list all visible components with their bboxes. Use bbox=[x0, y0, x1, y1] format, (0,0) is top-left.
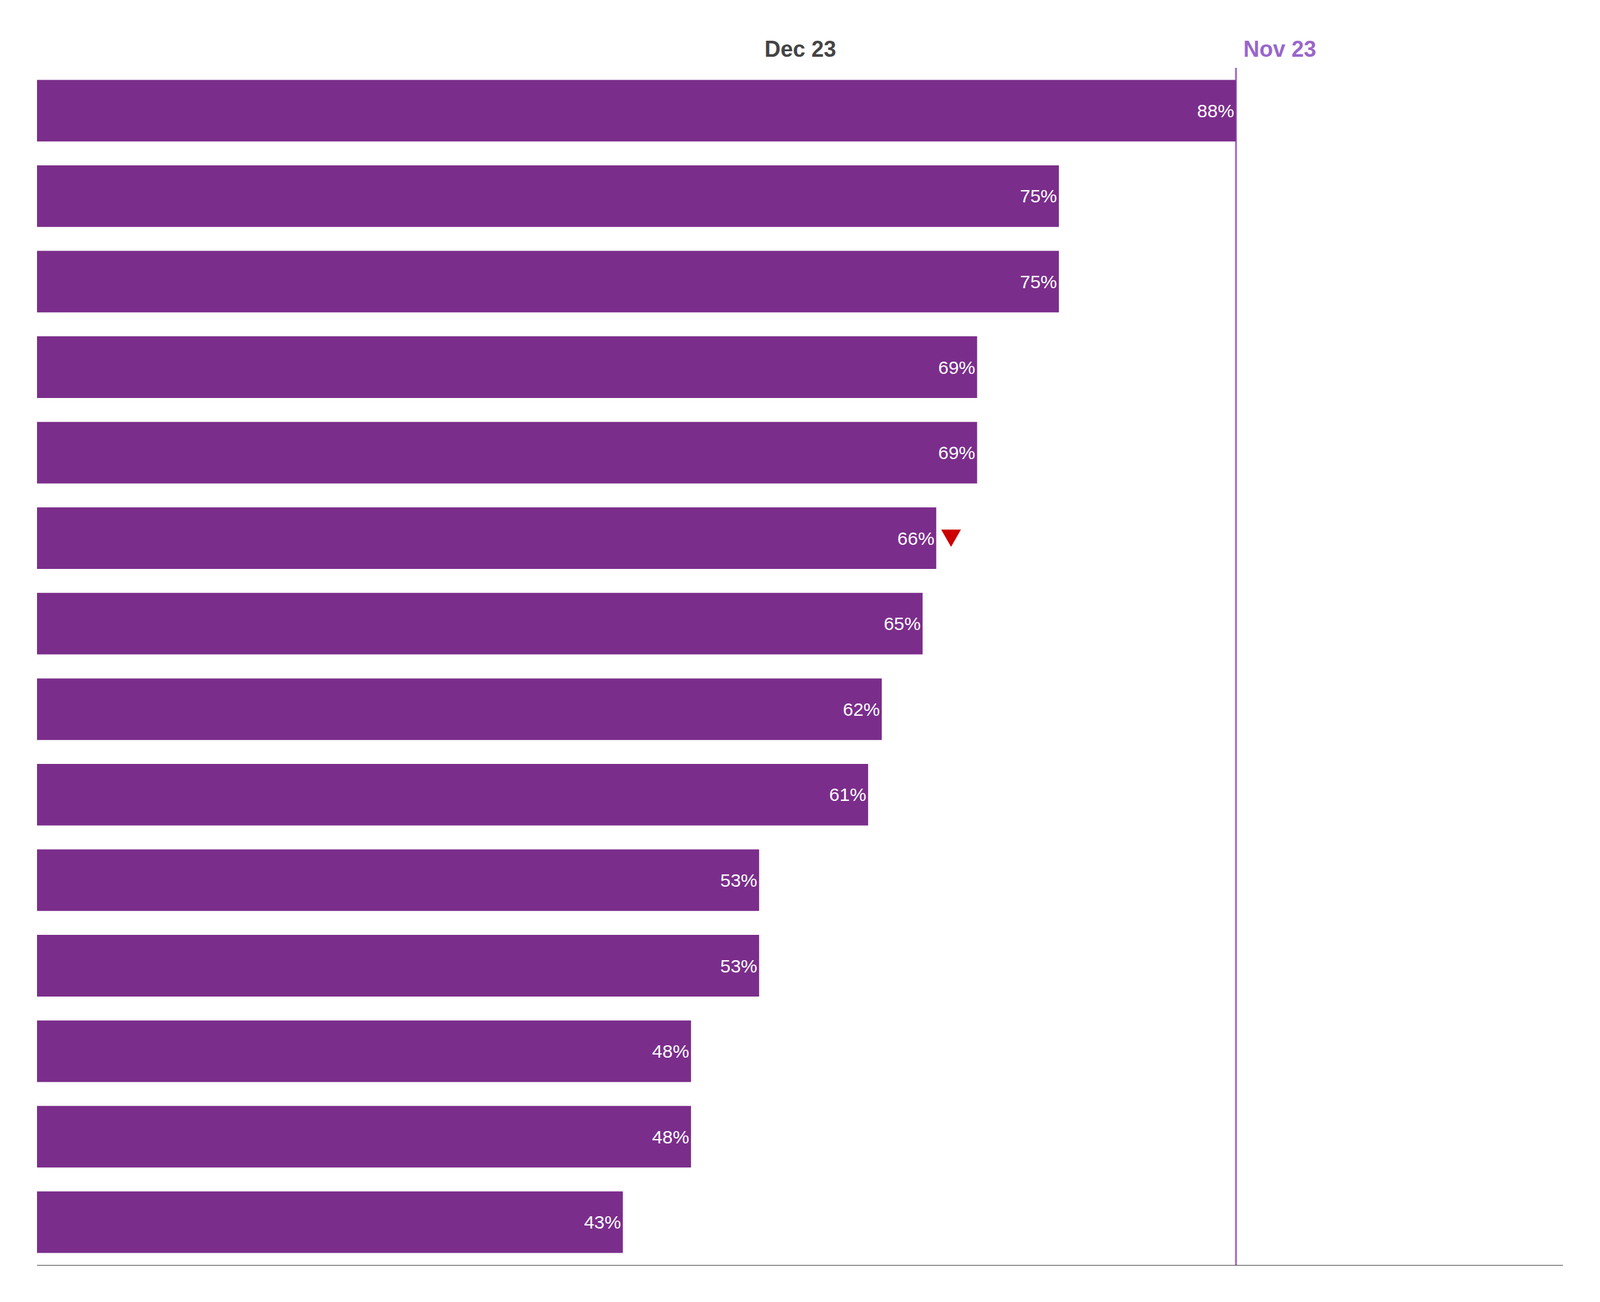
svg-text:Nov 23: Nov 23 bbox=[1243, 36, 1317, 62]
svg-text:53%: 53% bbox=[720, 870, 758, 891]
svg-text:75%: 75% bbox=[1019, 271, 1057, 292]
svg-text:48%: 48% bbox=[652, 1040, 690, 1062]
svg-text:65%: 65% bbox=[883, 613, 921, 634]
svg-text:66%: 66% bbox=[897, 528, 935, 549]
svg-text:48%: 48% bbox=[652, 1126, 690, 1148]
svg-text:75%: 75% bbox=[1019, 185, 1057, 207]
svg-text:43%: 43% bbox=[583, 1211, 621, 1233]
svg-text:53%: 53% bbox=[720, 955, 758, 977]
svg-text:69%: 69% bbox=[937, 357, 975, 378]
svg-text:69%: 69% bbox=[937, 442, 975, 463]
svg-text:61%: 61% bbox=[829, 784, 867, 805]
svg-text:62%: 62% bbox=[842, 699, 880, 720]
svg-text:88%: 88% bbox=[1197, 100, 1235, 121]
svg-text:Dec 23: Dec 23 bbox=[764, 36, 837, 62]
